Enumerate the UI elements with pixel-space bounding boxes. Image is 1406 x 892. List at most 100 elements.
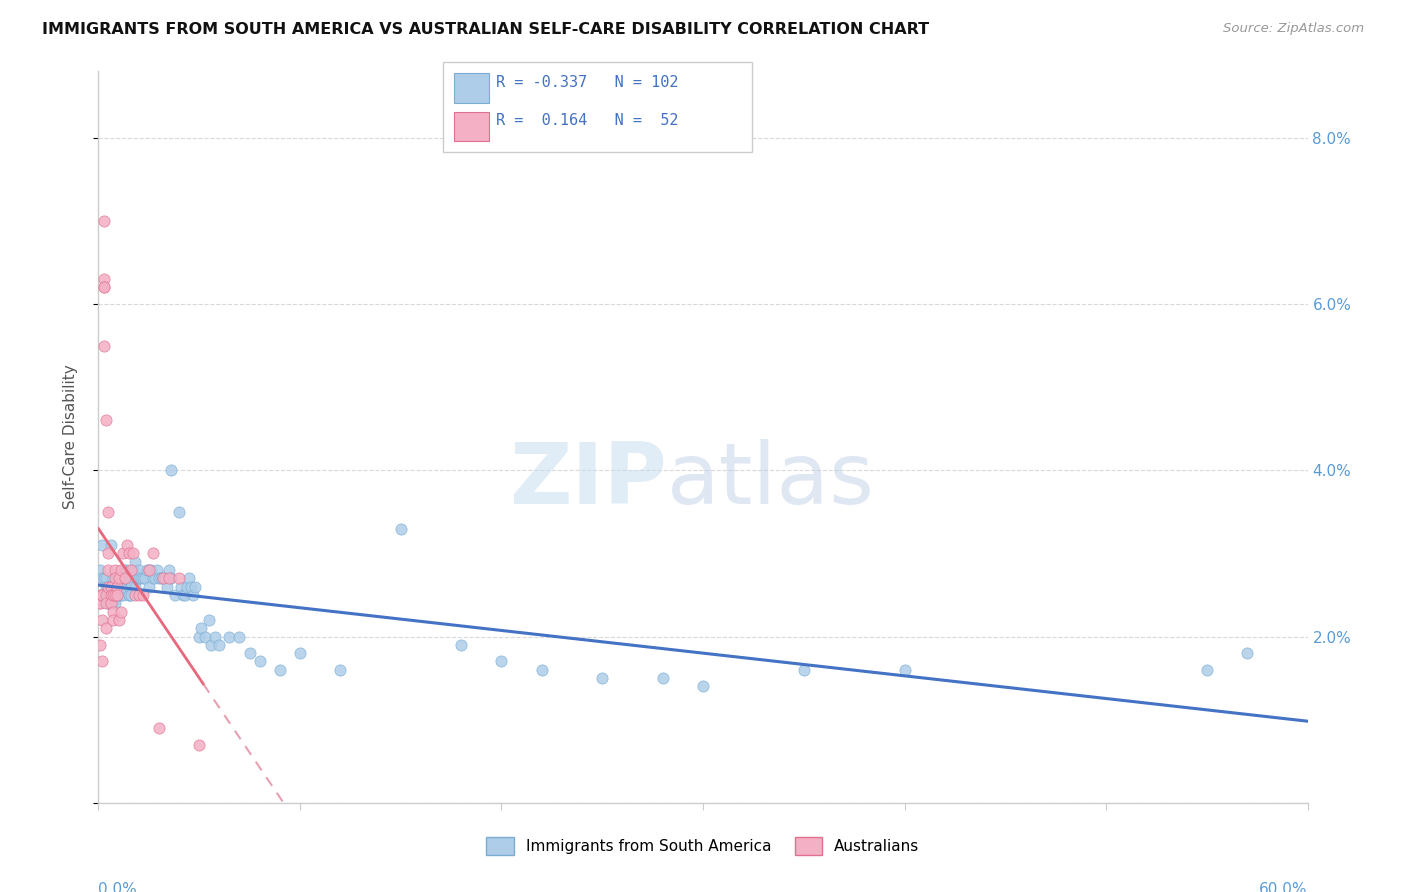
Point — [96, 588, 118, 602]
Point — [93, 571, 115, 585]
Point — [124, 555, 146, 569]
Point — [114, 571, 136, 585]
Point — [100, 580, 122, 594]
Point — [93, 280, 115, 294]
Point — [120, 563, 142, 577]
Point — [157, 563, 180, 577]
Point — [97, 563, 120, 577]
Text: 0.0%: 0.0% — [98, 882, 138, 892]
Point — [249, 655, 271, 669]
Point — [107, 613, 129, 627]
Point — [103, 563, 125, 577]
Point — [129, 571, 152, 585]
Point — [152, 571, 174, 585]
Point — [143, 571, 166, 585]
Point — [118, 546, 141, 560]
Point — [135, 563, 157, 577]
Point — [128, 563, 150, 577]
Point — [107, 588, 129, 602]
Point — [96, 580, 118, 594]
Point — [103, 588, 125, 602]
Point — [491, 655, 513, 669]
Point — [89, 588, 111, 602]
Point — [101, 605, 124, 619]
Point — [120, 580, 142, 594]
Point — [142, 546, 165, 560]
Point — [149, 571, 172, 585]
Point — [115, 563, 138, 577]
Point — [96, 588, 118, 602]
Point — [142, 571, 165, 585]
Point — [200, 638, 222, 652]
Point — [100, 538, 122, 552]
Point — [110, 588, 132, 602]
Point — [110, 563, 132, 577]
Point — [89, 563, 111, 577]
Point — [190, 621, 212, 635]
Point — [107, 580, 129, 594]
Point — [148, 571, 170, 585]
Point — [103, 588, 125, 602]
Point — [100, 596, 122, 610]
Point — [179, 571, 201, 585]
Point — [329, 663, 352, 677]
Point — [180, 580, 202, 594]
Point — [91, 588, 114, 602]
Point — [167, 505, 190, 519]
Point — [138, 580, 160, 594]
Point — [153, 571, 176, 585]
Point — [170, 580, 193, 594]
Point — [91, 613, 114, 627]
Point — [124, 580, 146, 594]
Point — [101, 596, 124, 610]
Point — [101, 588, 124, 602]
Point — [121, 546, 143, 560]
Point — [89, 638, 111, 652]
Point — [93, 214, 115, 228]
Point — [152, 571, 174, 585]
Point — [132, 588, 155, 602]
Point — [97, 596, 120, 610]
Point — [93, 588, 115, 602]
Point — [208, 638, 231, 652]
Text: Source: ZipAtlas.com: Source: ZipAtlas.com — [1223, 22, 1364, 36]
Point — [160, 571, 183, 585]
Point — [97, 580, 120, 594]
Text: R = -0.337   N = 102: R = -0.337 N = 102 — [496, 75, 679, 90]
Point — [96, 596, 118, 610]
Point — [146, 563, 169, 577]
Legend: Immigrants from South America, Australians: Immigrants from South America, Australia… — [481, 831, 925, 861]
Point — [218, 630, 240, 644]
Point — [174, 588, 197, 602]
Point — [134, 571, 156, 585]
Point — [91, 655, 114, 669]
Point — [107, 571, 129, 585]
Point — [107, 571, 129, 585]
Point — [120, 588, 142, 602]
Point — [118, 588, 141, 602]
Point — [101, 588, 124, 602]
Point — [97, 505, 120, 519]
Text: atlas: atlas — [666, 440, 875, 523]
Point — [188, 630, 211, 644]
Point — [184, 580, 207, 594]
Point — [228, 630, 250, 644]
Point — [89, 596, 111, 610]
Point — [115, 571, 138, 585]
Point — [105, 571, 128, 585]
Point — [114, 571, 136, 585]
Point — [893, 663, 915, 677]
Point — [450, 638, 472, 652]
Point — [96, 571, 118, 585]
Point — [105, 580, 128, 594]
Point — [128, 571, 150, 585]
Point — [194, 630, 217, 644]
Point — [114, 571, 136, 585]
Point — [111, 580, 134, 594]
Point — [96, 413, 118, 427]
Point — [103, 588, 125, 602]
Point — [110, 580, 132, 594]
Point — [100, 588, 122, 602]
Point — [124, 588, 146, 602]
Point — [125, 571, 148, 585]
